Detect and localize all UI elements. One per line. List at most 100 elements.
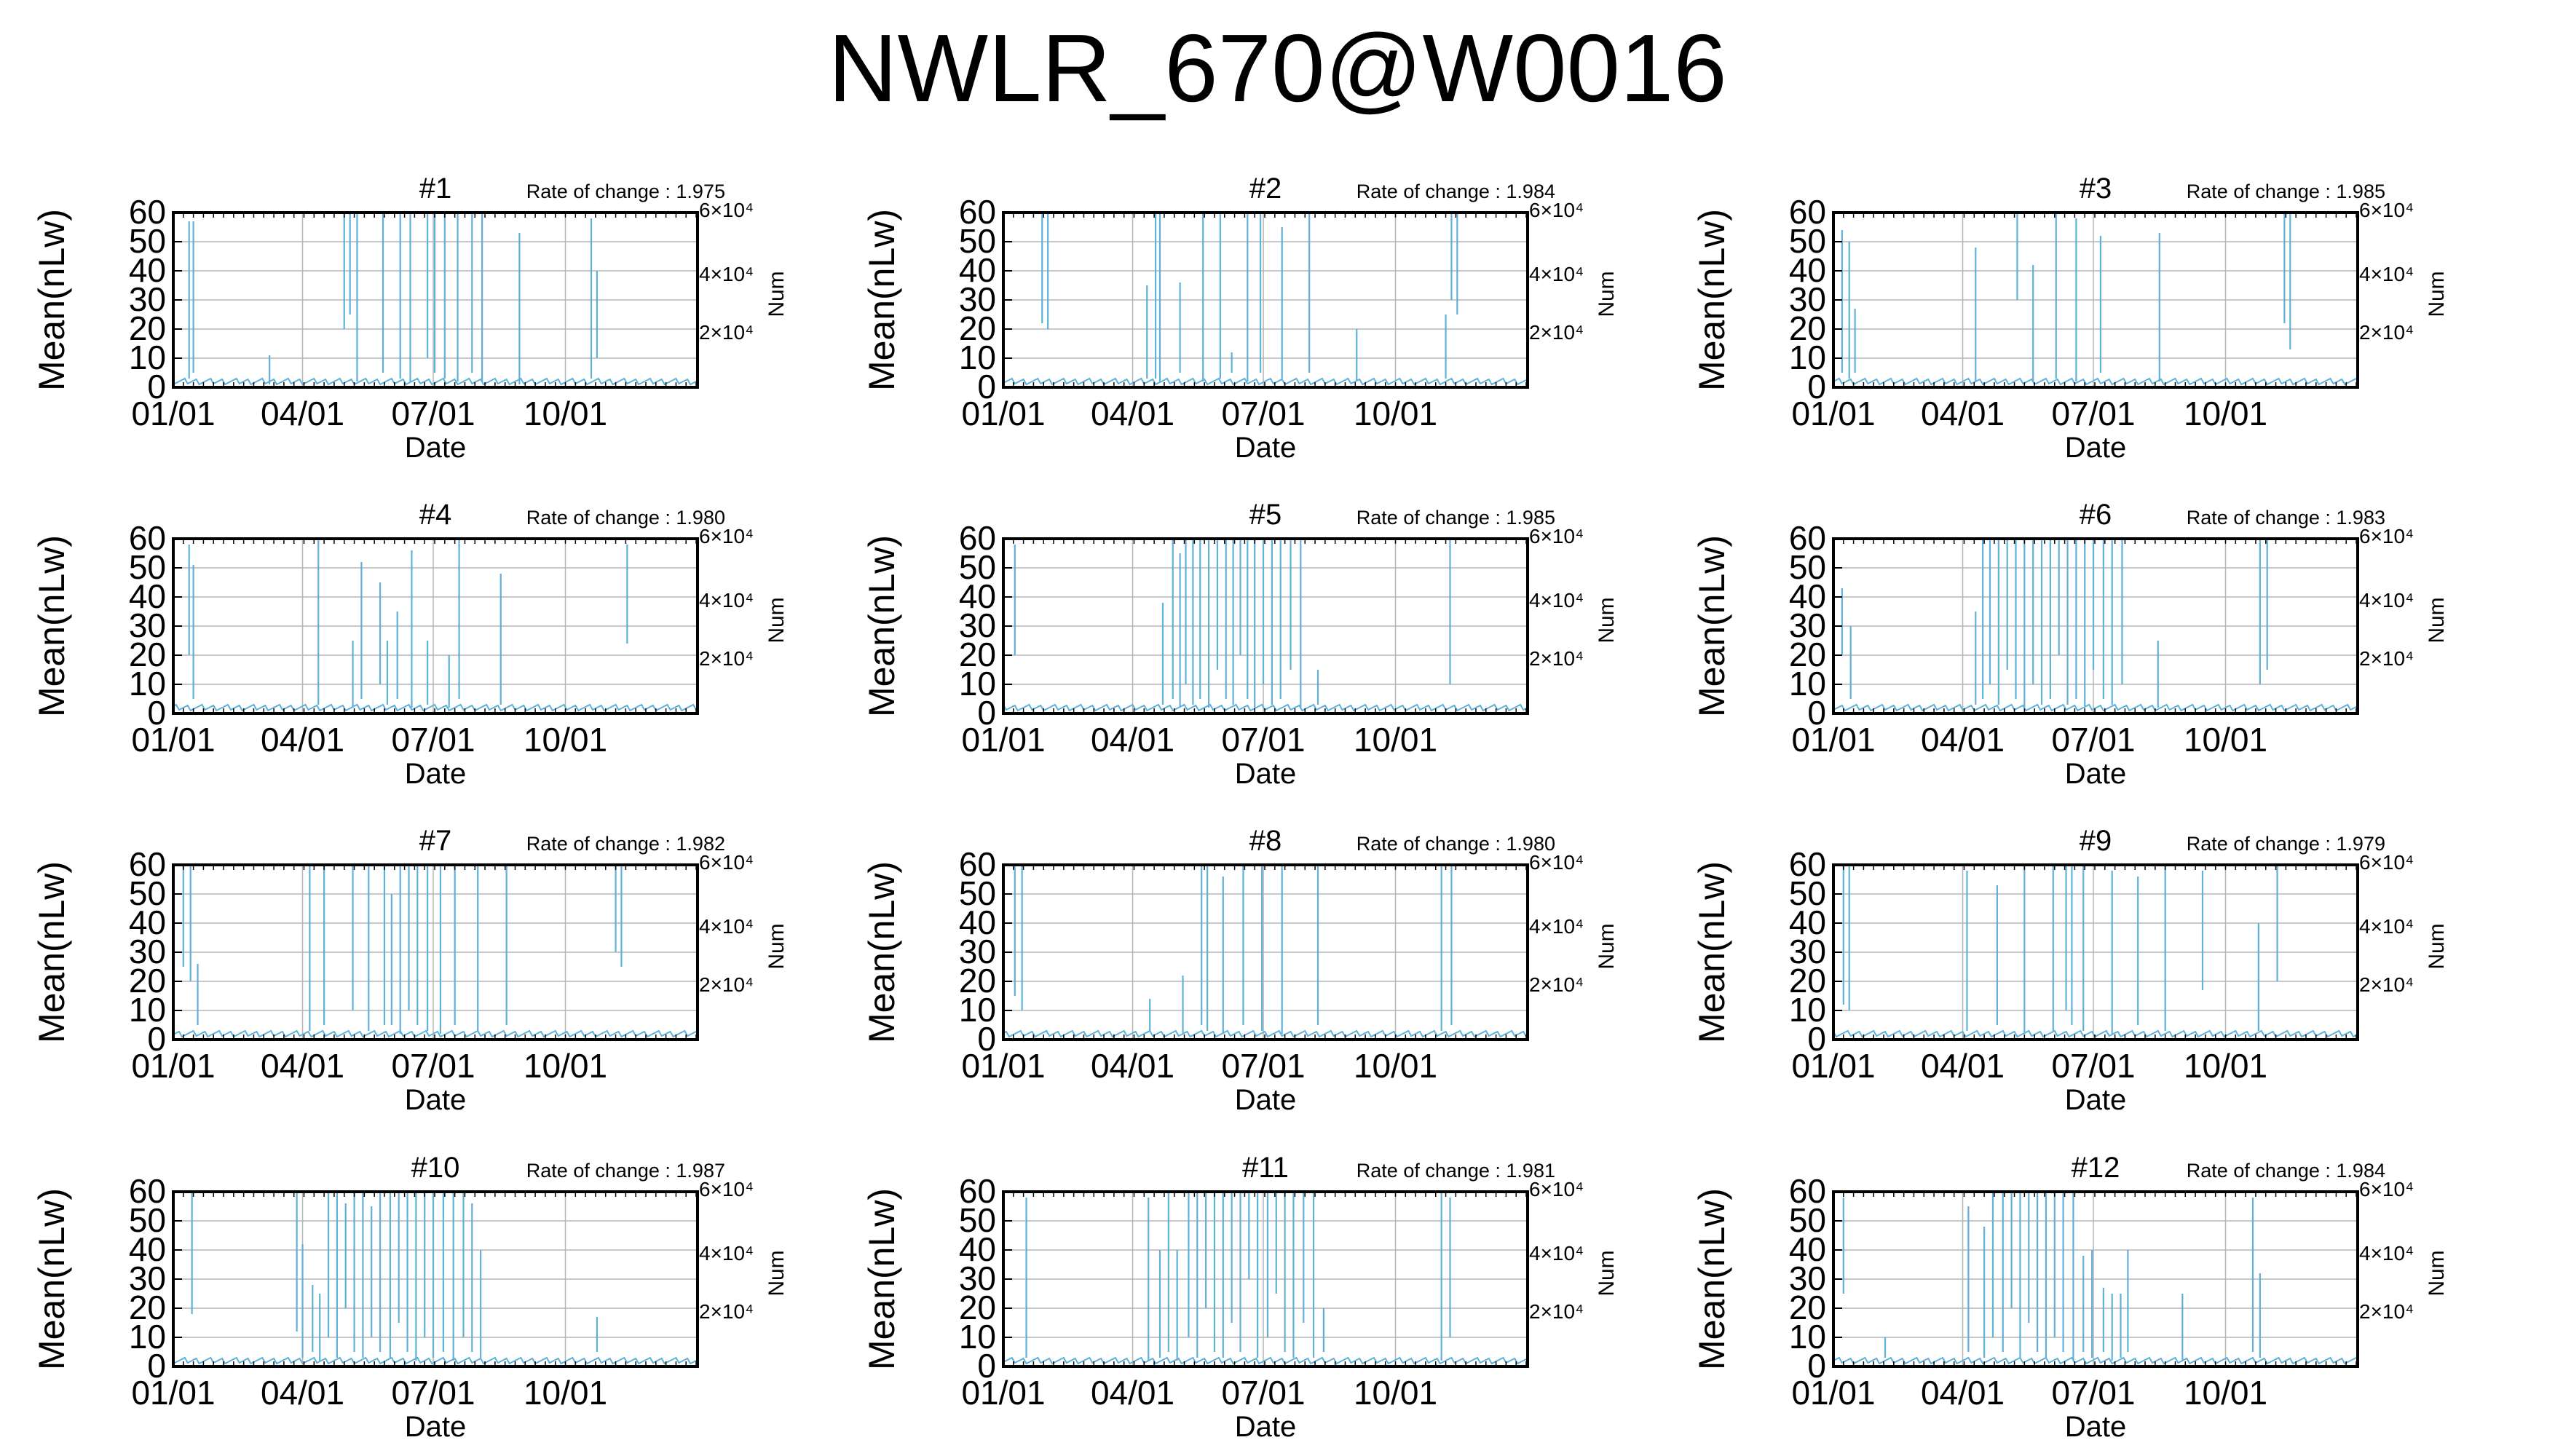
y-tick-label: 60 (1789, 845, 1826, 883)
x-tick-label: 10/01 (524, 1374, 607, 1412)
y2-tick-label: 6×10⁴ (2359, 851, 2414, 874)
y2-tick-label: 2×10⁴ (699, 973, 754, 996)
y2-tick-label: 6×10⁴ (1529, 199, 1584, 221)
y-tick-label: 40 (1789, 577, 1826, 615)
y-tick-label: 0 (147, 368, 166, 405)
y-tick-label: 30 (1789, 606, 1826, 644)
x-axis-label: Date (405, 1411, 467, 1443)
x-tick-label: 01/01 (131, 395, 215, 432)
y2-tick-label: 6×10⁴ (699, 1178, 754, 1200)
x-axis-label: Date (1235, 758, 1297, 790)
y-tick-label: 0 (147, 1020, 166, 1058)
y-tick-label: 30 (959, 280, 996, 318)
plot-frame (1832, 211, 2359, 389)
chart-title: #3 (2080, 173, 2112, 205)
y-tick-label: 50 (129, 1201, 166, 1239)
series-line (1003, 377, 1527, 386)
plot-frame (1002, 537, 1529, 715)
y-tick-label: 30 (129, 606, 166, 644)
rate-of-change-label: Rate of change : 1.984 (1357, 181, 1555, 202)
y2-tick-label: 6×10⁴ (2359, 1178, 2414, 1200)
y-tick-label: 30 (959, 1259, 996, 1297)
y-tick-label: 0 (147, 1347, 166, 1385)
rate-of-change-label: Rate of change : 1.984 (2187, 1160, 2385, 1182)
y-tick-label: 40 (1789, 251, 1826, 289)
y-axis-label: Mean(nLw) (861, 1188, 902, 1370)
y2-tick-label: 6×10⁴ (699, 851, 754, 874)
x-tick-label: 01/01 (1791, 1047, 1875, 1085)
rate-of-change-label: Rate of change : 1.982 (526, 833, 725, 855)
x-tick-label: 10/01 (1354, 1374, 1437, 1412)
y-tick-label: 10 (129, 665, 166, 703)
y2-axis-label: Num (765, 923, 789, 969)
y2-tick-label: 2×10⁴ (2359, 973, 2414, 996)
y-tick-label: 10 (1789, 339, 1826, 376)
chart-title: #4 (419, 499, 452, 531)
y-tick-label: 60 (959, 1172, 996, 1210)
y-tick-label: 10 (129, 339, 166, 376)
y2-axis-label: Num (2425, 1250, 2449, 1296)
y-tick-label: 50 (959, 874, 996, 912)
x-axis-label: Date (2065, 1411, 2127, 1443)
x-tick-label: 01/01 (131, 721, 215, 759)
y-tick-label: 20 (1789, 636, 1826, 673)
y-tick-label: 50 (959, 1201, 996, 1239)
y-tick-label: 0 (977, 368, 996, 405)
y2-tick-label: 6×10⁴ (1529, 851, 1584, 874)
y2-tick-label: 4×10⁴ (699, 589, 754, 612)
y-tick-label: 20 (129, 1289, 166, 1326)
y-tick-label: 20 (1789, 1289, 1826, 1326)
y-tick-label: 0 (147, 694, 166, 732)
chart-title: #1 (419, 173, 452, 205)
y-tick-label: 20 (129, 636, 166, 673)
x-tick-label: 01/01 (961, 395, 1045, 432)
rate-of-change-label: Rate of change : 1.987 (526, 1160, 725, 1182)
y-tick-label: 60 (129, 193, 166, 231)
y-axis-label: Mean(nLw) (1691, 1188, 1732, 1370)
y-tick-label: 60 (959, 193, 996, 231)
y2-tick-label: 2×10⁴ (2359, 1300, 2414, 1323)
y-tick-label: 30 (129, 1259, 166, 1297)
series-line (173, 703, 697, 712)
x-tick-label: 07/01 (2051, 721, 2135, 759)
x-tick-label: 01/01 (1791, 721, 1875, 759)
y-tick-label: 20 (959, 1289, 996, 1326)
rate-of-change-label: Rate of change : 1.983 (2187, 507, 2385, 529)
y2-tick-label: 2×10⁴ (2359, 647, 2414, 670)
y-tick-label: 40 (1789, 903, 1826, 941)
chart-title: #10 (411, 1152, 460, 1184)
y2-tick-label: 2×10⁴ (1529, 1300, 1584, 1323)
y-tick-label: 40 (1789, 1230, 1826, 1268)
chart-title: #7 (419, 825, 452, 857)
y2-tick-label: 4×10⁴ (1529, 1242, 1584, 1265)
series-line (1833, 1356, 2357, 1365)
y-tick-label: 10 (1789, 991, 1826, 1029)
y-tick-label: 40 (959, 577, 996, 615)
y2-tick-label: 6×10⁴ (699, 525, 754, 547)
plot-frame (172, 863, 699, 1041)
y-tick-label: 30 (1789, 1259, 1826, 1297)
x-tick-label: 04/01 (1091, 721, 1174, 759)
y-axis-label: Mean(nLw) (861, 209, 902, 391)
rate-of-change-label: Rate of change : 1.980 (1357, 833, 1555, 855)
plot-frame (1002, 211, 1529, 389)
x-tick-label: 10/01 (2184, 721, 2267, 759)
y2-tick-label: 4×10⁴ (1529, 915, 1584, 938)
x-axis-label: Date (2065, 1084, 2127, 1116)
y2-tick-label: 4×10⁴ (1529, 589, 1584, 612)
x-axis-label: Date (405, 432, 467, 464)
y-tick-label: 20 (129, 309, 166, 347)
series-line (1003, 1029, 1527, 1038)
y-tick-label: 30 (959, 606, 996, 644)
y-axis-label: Mean(nLw) (31, 209, 72, 391)
x-tick-label: 04/01 (1091, 1047, 1174, 1085)
x-tick-label: 10/01 (2184, 1047, 2267, 1085)
x-tick-label: 07/01 (391, 1374, 475, 1412)
y-tick-label: 60 (959, 845, 996, 883)
page-title: NWLR_670@W0016 (828, 15, 1727, 122)
y-axis-label: Mean(nLw) (31, 535, 72, 717)
